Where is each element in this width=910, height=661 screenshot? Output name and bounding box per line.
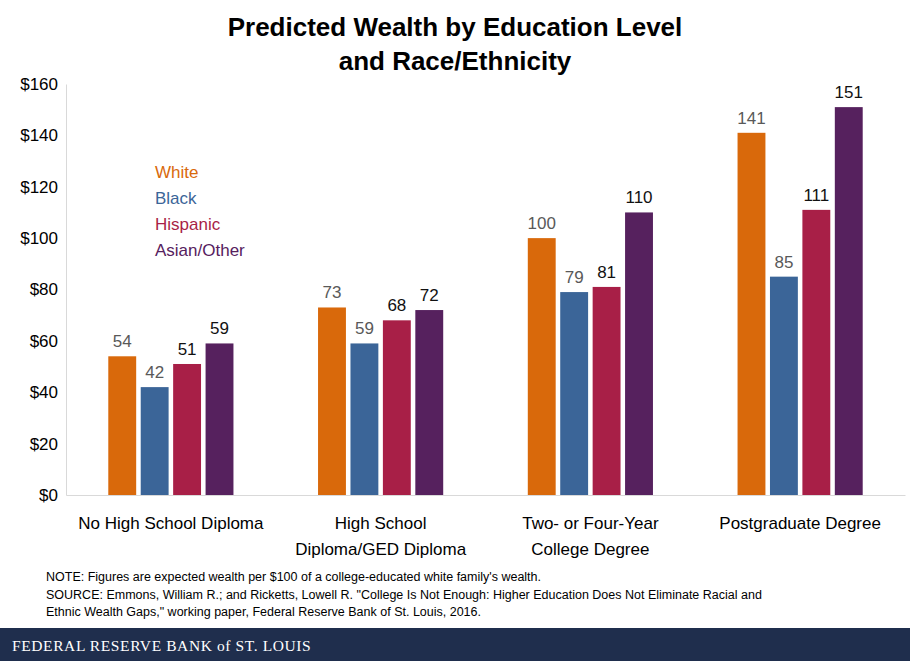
y-tick: $40 (30, 383, 66, 402)
y-tick: $20 (30, 435, 66, 454)
data-label: 73 (323, 283, 342, 302)
y-tick-label: $60 (30, 332, 58, 351)
bar (560, 292, 588, 495)
footer-band (0, 628, 910, 661)
source: SOURCE: Emmons, William R.; and Ricketts… (46, 588, 762, 619)
legend-entry: Asian/Other (155, 241, 245, 260)
data-label: 100 (528, 214, 556, 233)
y-tick-label: $0 (39, 486, 58, 505)
data-labels: 54 73 100 141 42 59 79 85 51 68 81 111 59 72 110 151 (113, 83, 863, 382)
data-label: 81 (597, 263, 616, 282)
data-label: 85 (774, 253, 793, 272)
note: NOTE: Figures are expected wealth per $1… (46, 570, 541, 584)
data-label: 51 (178, 340, 197, 359)
y-tick-label: $100 (20, 229, 58, 248)
y-tick-label: $80 (30, 280, 58, 299)
x-tick-label: High SchoolDiploma/GED Diploma (295, 514, 467, 559)
legend-entry: Black (155, 189, 197, 208)
x-axis-line (67, 495, 906, 496)
legend-entry: White (155, 163, 198, 182)
y-tick: $60 (30, 332, 66, 351)
bar (593, 287, 621, 495)
y-tick: $120 (20, 178, 66, 197)
x-tick: No High School Diploma (78, 495, 264, 533)
bar (528, 238, 556, 495)
data-label: 111 (803, 186, 829, 205)
y-tick: $100 (20, 229, 66, 248)
data-label: 151 (835, 83, 863, 102)
bars (108, 107, 862, 495)
bar (415, 310, 443, 495)
y-tick: $80 (30, 280, 66, 299)
data-label: 141 (737, 109, 765, 128)
bar (770, 277, 798, 495)
data-label: 59 (355, 319, 374, 338)
bar (802, 210, 830, 495)
data-label: 110 (625, 188, 652, 207)
x-tick-label: Two- or Four-YearCollege Degree (522, 514, 659, 559)
y-tick: $0 (39, 486, 66, 505)
bar (738, 133, 766, 495)
y-tick-label: $20 (30, 435, 58, 454)
data-label: 54 (113, 332, 132, 351)
x-tick: Postgraduate Degree (719, 495, 881, 533)
y-tick: $140 (20, 126, 66, 145)
data-label: 72 (420, 286, 439, 305)
y-tick-label: $160 (20, 75, 58, 94)
x-tick-label: Postgraduate Degree (719, 514, 881, 533)
chart: Predicted Wealth by Education Leveland R… (0, 0, 910, 661)
bar (835, 107, 863, 495)
y-axis-line (66, 85, 67, 496)
x-tick-label: No High School Diploma (78, 514, 264, 533)
bar (141, 387, 169, 495)
bar (318, 307, 346, 495)
y-tick-label: $40 (30, 383, 58, 402)
x-tick: High SchoolDiploma/GED Diploma (295, 495, 467, 559)
bar (383, 320, 411, 495)
data-label: 59 (210, 319, 229, 338)
bar (625, 212, 653, 495)
legend: White Black Hispanic Asian/Other (155, 163, 245, 260)
y-tick: $160 (20, 75, 66, 94)
bar (206, 343, 234, 495)
title: Predicted Wealth by Education Leveland R… (228, 12, 683, 76)
y-tick-label: $120 (20, 178, 58, 197)
bar (350, 343, 378, 495)
data-label: 42 (145, 363, 164, 382)
data-label: 68 (387, 296, 406, 315)
x-axis: No High School Diploma High SchoolDiploma… (67, 495, 906, 559)
y-axis: $0 $20 $40 $60 $80 $100 $120 $140 $160 (20, 75, 66, 505)
x-tick: Two- or Four-YearCollege Degree (522, 495, 659, 559)
bar (173, 364, 201, 495)
legend-entry: Hispanic (155, 215, 221, 234)
y-tick-label: $140 (20, 126, 58, 145)
bar (108, 356, 136, 495)
footer: FEDERAL RESERVE BANK of ST. LOUIS (12, 637, 311, 654)
data-label: 79 (565, 268, 584, 287)
